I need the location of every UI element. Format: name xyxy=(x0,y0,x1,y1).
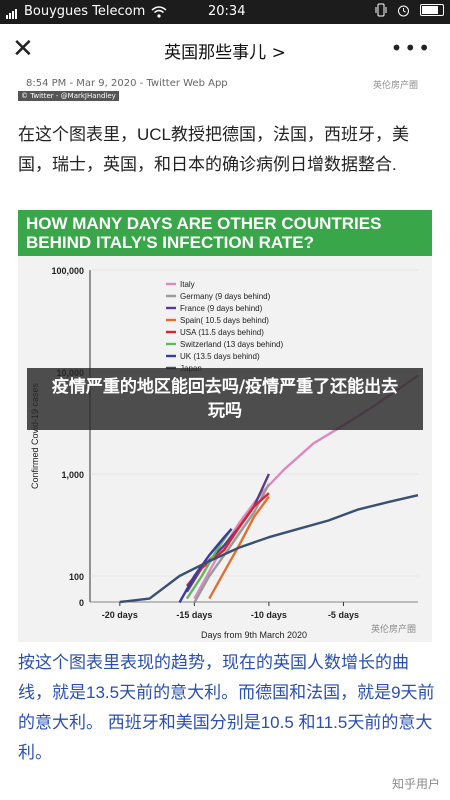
status-time: 20:34 xyxy=(208,4,246,19)
chart-title: HOW MANY DAYS ARE OTHER COUNTRIES BEHIND… xyxy=(18,210,432,256)
battery-icon xyxy=(420,4,444,16)
legend-entry: France (9 days behind) xyxy=(180,304,263,313)
tweet-meta: 8:54 PM - Mar 9, 2020 - Twitter Web App … xyxy=(18,76,438,102)
x-axis-label: Days from 9th March 2020 xyxy=(201,630,307,640)
y-tick-label: 100 xyxy=(69,572,84,582)
x-tick-label: -20 days xyxy=(102,610,138,620)
series-line xyxy=(193,483,270,604)
more-options-button[interactable]: ••• xyxy=(390,36,432,60)
chevron-right-icon: > xyxy=(271,43,286,63)
wifi-icon xyxy=(151,5,167,18)
series-line xyxy=(119,494,419,604)
vibrate-icon xyxy=(375,3,387,17)
watermark-logo: 英伦房产圈 xyxy=(372,81,418,91)
intro-paragraph: 在这个图表里，UCL教授把德国，法国，西班牙，美国，瑞士，英国，和日本的确诊病例… xyxy=(18,125,410,174)
x-tick-label: -10 days xyxy=(251,610,287,620)
overlay-banner: 疫情严重的地区能回去吗/疫情严重了还能出去玩吗 xyxy=(27,368,423,430)
close-button[interactable]: ✕ xyxy=(12,34,34,64)
legend-entry: USA (11.5 days behind) xyxy=(180,328,264,337)
legend-entry: Switzerland (13 days behind) xyxy=(180,340,284,349)
nav-bar: ✕ 英国那些事儿 > ••• xyxy=(0,24,450,74)
page-title-text: 英国那些事儿 xyxy=(164,43,267,63)
y-axis-label: Confirmed Covid-19 cases xyxy=(30,382,40,489)
x-tick-label: -15 days xyxy=(176,610,212,620)
legend-entry: UK (13.5 days behind) xyxy=(180,352,260,361)
chart-watermark: 英伦房产圈 xyxy=(371,623,416,635)
conclusion-paragraph: 按这个图表里表现的趋势，现在的英国人数增长的曲线，就是13.5天前的意大利。而德… xyxy=(18,653,435,762)
signal-icon xyxy=(6,4,18,19)
y-tick-label: 1,000 xyxy=(61,470,84,480)
series-line xyxy=(178,528,233,604)
y-tick-label: 100,000 xyxy=(51,266,84,276)
tweet-credit: © Twitter - @MarkJHandley xyxy=(18,91,119,101)
tweet-timestamp: 8:54 PM - Mar 9, 2020 - Twitter Web App xyxy=(26,78,228,89)
legend-entry: Spain( 10.5 days behind) xyxy=(180,316,269,325)
series-line xyxy=(185,528,233,600)
legend-entry: Germany (9 days behind) xyxy=(180,292,271,301)
status-right xyxy=(375,3,444,17)
status-left: Bouygues Telecom xyxy=(6,4,167,19)
status-bar: Bouygues Telecom 20:34 xyxy=(0,0,450,24)
x-tick-label: -5 days xyxy=(328,610,359,620)
footer-watermark: 知乎用户 xyxy=(391,777,440,791)
legend-entry: Italy xyxy=(180,280,195,289)
carrier-label: Bouygues Telecom xyxy=(24,4,146,19)
series-line xyxy=(208,495,270,600)
page-title[interactable]: 英国那些事儿 > xyxy=(0,38,450,63)
alarm-icon xyxy=(398,5,409,16)
y-tick-label: 0 xyxy=(79,598,84,608)
